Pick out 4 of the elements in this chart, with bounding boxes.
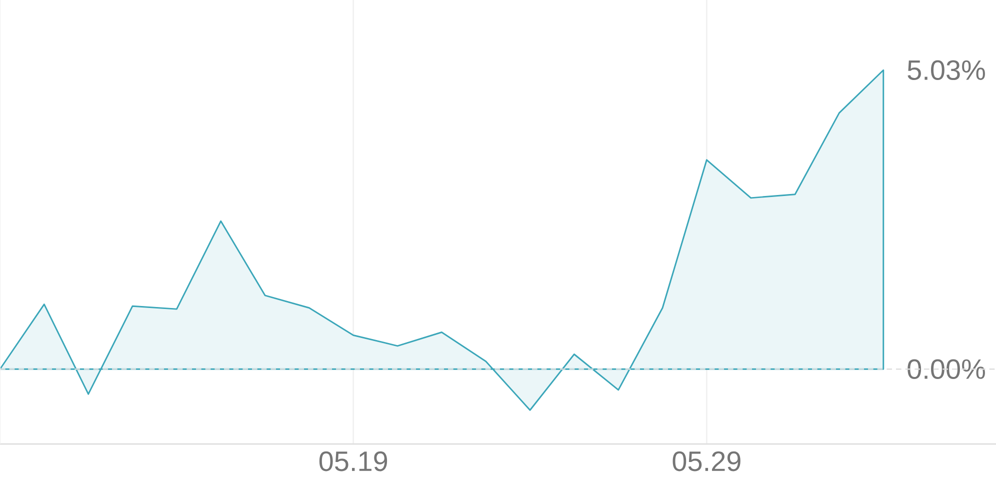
y-tick-label: 0.00%: [908, 359, 985, 380]
x-tick-label: 05.19: [319, 451, 388, 472]
x-tick-label: 05.29: [672, 451, 740, 472]
y-tick-label: 5.03%: [908, 60, 985, 80]
